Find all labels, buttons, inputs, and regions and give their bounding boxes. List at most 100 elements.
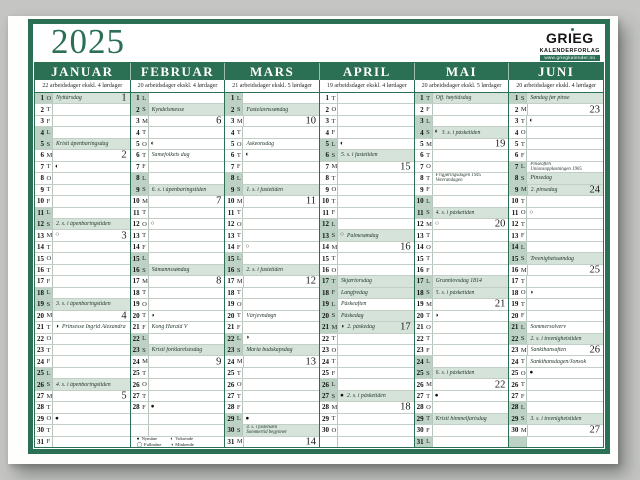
day-mai-30: 30 F [414, 425, 509, 437]
weekday-letter: M [236, 438, 243, 446]
weekday-letter: F [426, 346, 430, 354]
day-number: 2 [325, 105, 329, 114]
weekday-letter: F [426, 186, 430, 194]
day-number-cell: 18 L [35, 287, 53, 299]
weekday-letter: O [236, 300, 242, 308]
weekday-letter: F [331, 209, 336, 217]
month-column-mai: 1 T Off. høytidsdag 2 F 3 L 4 S ◐ 3. s. i påsketid… [413, 93, 509, 448]
day-januar-25: 25 L [35, 367, 130, 380]
day-number-cell: 22 S [509, 333, 528, 344]
moon-phase-icon: ○ [529, 208, 534, 216]
day-number: 14 [227, 243, 235, 252]
day-number: 12 [132, 220, 140, 229]
weekday-letter: F [142, 323, 146, 331]
weekday-letter: F [236, 243, 241, 251]
day-mars-15: 15 L [225, 253, 319, 265]
day-februar-23: 23 S Kristi forklarelsesdag [130, 344, 225, 357]
day-februar-9: 9 S 6. s. i åpenbaringstiden [130, 184, 225, 197]
day-number: 5 [514, 140, 519, 149]
day-number-cell: 13 S [319, 230, 338, 241]
day-number-cell [131, 425, 149, 436]
day-number-cell: 24 M [225, 356, 244, 367]
day-number-cell: 25 T [225, 367, 244, 379]
day-number: 4 [420, 128, 424, 137]
day-juni-25: 25 O ● [509, 367, 603, 380]
day-label: Søndag før pinse [530, 95, 570, 102]
weekday-letter: F [331, 369, 336, 377]
day-number: 23 [37, 346, 44, 355]
day-label: Fastelavnssøndag [246, 106, 289, 113]
weekday-letter: F [331, 129, 336, 137]
weekday-letter: S [46, 300, 51, 308]
day-april-24: 24 T [319, 356, 414, 368]
weekday-letter: S [426, 129, 430, 137]
day-number: 22 [511, 334, 519, 343]
moon-phase-icon: ○ [245, 242, 250, 250]
day-mai-14: 14 O [414, 241, 509, 254]
day-number: 2 [40, 105, 45, 114]
day-mai-26: 26 M 22 [414, 379, 509, 391]
day-number: 13 [511, 231, 519, 240]
day-number-cell: 19 S [35, 299, 53, 310]
weekday-letter: T [236, 369, 241, 377]
weekday-letter: T [46, 323, 51, 331]
day-juni-14: 14 L [509, 241, 603, 254]
week-number: 18 [400, 402, 411, 413]
day-number: 23 [416, 346, 424, 355]
weekday-letter: O [46, 415, 52, 423]
day-mars-16: 16 S 2. s. i fastetiden [225, 264, 319, 277]
day-number: 9 [136, 185, 140, 194]
weekday-letter: L [426, 277, 431, 285]
calendar-grid: 1 O Nyttårsdag 1 2 T 3 F 4 L 5 S Kristi åpenbaringsd… [35, 93, 603, 448]
day-number-cell: 16 O [320, 264, 338, 276]
day-mars-30: 30 S 4. s. i fastetiden Sommertid begynner [225, 425, 319, 437]
day-number: 1 [420, 94, 424, 103]
day-number-cell: 17 T [509, 276, 528, 287]
day-number: 5 [325, 140, 329, 149]
day-number: 4 [325, 128, 329, 137]
week-number: 27 [589, 425, 600, 436]
moon-phase-icon: ◐ [55, 162, 59, 170]
weekday-letter: O [520, 369, 526, 377]
day-number-cell: 20 T [131, 310, 149, 322]
weekday-letter: M [520, 426, 527, 434]
day-januar-14: 14 T [35, 241, 130, 254]
day-number: 18 [37, 288, 44, 297]
legend-label: Nymåne [141, 436, 158, 441]
day-number-cell: 31 F [35, 436, 53, 448]
day-januar-26: 26 S 4. s. i åpenbaringstiden [35, 379, 130, 391]
day-mars-12: 12 O [225, 218, 319, 231]
moon-phase-icon: ● [434, 391, 439, 399]
weekday-letter: F [426, 266, 430, 274]
day-number: 2 [420, 105, 424, 114]
day-number: 20 [511, 311, 519, 320]
day-number-cell: 13 T [131, 230, 149, 241]
weekday-letter: F [426, 106, 430, 114]
day-number: 23 [511, 346, 519, 355]
day-label: 3. s. i åpenbaringstiden [56, 301, 111, 308]
day-number: 11 [322, 208, 329, 217]
day-april-22: 22 T [319, 333, 414, 345]
weekday-letter: O [331, 106, 337, 114]
day-number-cell: 31 L [414, 436, 433, 448]
day-label: Nyttårsdag [56, 95, 82, 102]
day-april-14: 14 M 16 [319, 241, 414, 254]
day-number-cell: 30 O [320, 425, 338, 436]
day-number: 15 [132, 254, 140, 263]
weekday-letter: S [426, 289, 430, 297]
day-number: 21 [511, 323, 519, 332]
moon-phase-icon: ◑ [529, 288, 534, 296]
day-juni-28: 28 L [509, 402, 603, 414]
day-number-cell: 15 S [509, 253, 528, 264]
day-april-19: 19 L Påskeaften [319, 299, 414, 311]
weekday-letter: O [426, 403, 431, 411]
